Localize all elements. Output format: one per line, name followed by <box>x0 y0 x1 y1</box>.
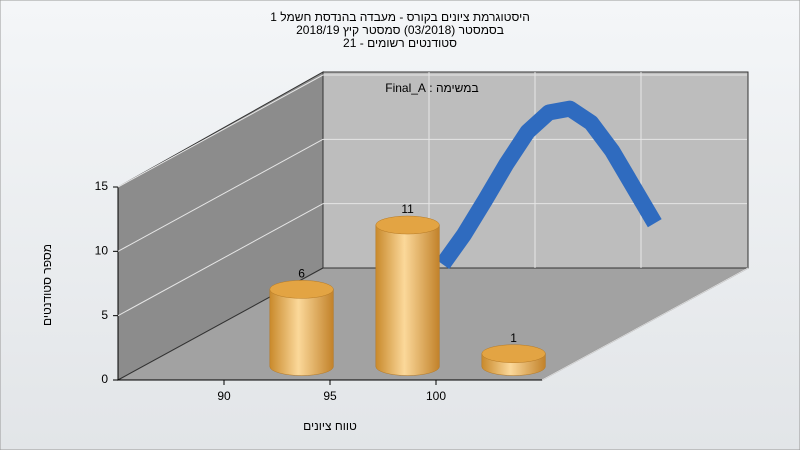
x-axis-label: טווח ציונים <box>303 419 357 433</box>
chart-title: היסטוגרמת ציונים בקורס - מעבדה בהנדסת חש… <box>270 10 530 24</box>
floor-edge <box>541 267 749 381</box>
chart-subtitle: בסמסטר (03/2018) סמסטר קיץ 2018/19 <box>296 23 504 37</box>
grid-line <box>117 74 324 188</box>
y-tick-label: 0 <box>101 372 108 386</box>
annotation: במשימה : Final_A <box>385 81 478 95</box>
bar <box>375 215 440 376</box>
bar <box>269 280 334 376</box>
bar-top <box>481 344 546 363</box>
bar <box>481 344 546 376</box>
bar-top <box>375 215 440 235</box>
bar-top <box>269 280 334 299</box>
bar-body <box>375 224 440 376</box>
chart-subtitle: סטודנטים רשומים - 21 <box>343 36 457 50</box>
curve <box>436 100 662 270</box>
y-tick-label: 5 <box>101 308 108 322</box>
data-label: 1 <box>510 331 517 345</box>
x-tick-label: 90 <box>217 389 231 403</box>
y-tick-label: 10 <box>95 244 109 258</box>
data-label: 11 <box>401 202 414 216</box>
y-axis-label: מספר סטודנטים <box>40 244 54 326</box>
x-tick-label: 95 <box>323 389 337 403</box>
y-tick-label: 15 <box>95 179 109 193</box>
bar-body <box>269 289 334 376</box>
x-tick-label: 100 <box>426 389 446 403</box>
data-label: 6 <box>298 267 305 281</box>
grid-line <box>117 138 324 252</box>
grid-line <box>117 203 324 317</box>
